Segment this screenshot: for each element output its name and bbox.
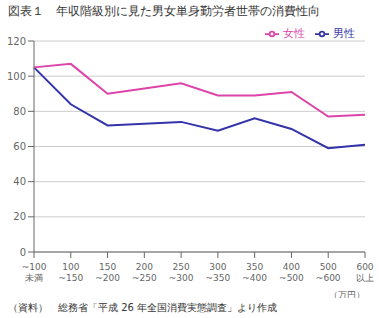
svg-text:（万円）: （万円）	[329, 290, 365, 298]
html-text:男性: 男性	[333, 27, 355, 40]
svg-text:100: 100	[8, 71, 26, 82]
svg-text:600以上: 600以上	[356, 262, 371, 283]
svg-text:80: 80	[13, 106, 26, 117]
svg-text:400~500: 400~500	[279, 262, 304, 283]
svg-text:120: 120	[8, 36, 26, 47]
html-text:図表１ 年収階級別に見た男女単身勤労者世帯の消費性向: 図表１ 年収階級別に見た男女単身勤労者世帯の消費性向	[8, 4, 320, 18]
svg-text:200~250: 200~250	[132, 262, 157, 283]
svg-text:100~150: 100~150	[58, 262, 83, 283]
svg-text:20: 20	[13, 211, 26, 222]
svg-text:300~350: 300~350	[206, 262, 231, 283]
svg-text:0: 0	[20, 247, 26, 258]
svg-text:500~600: 500~600	[316, 262, 341, 283]
html-text:（資料） 総務省「平成 26 年全国消費実態調査」より作成: （資料） 総務省「平成 26 年全国消費実態調査」より作成	[8, 302, 278, 313]
html-text:女性: 女性	[283, 27, 305, 40]
svg-text:250~300: 250~300	[169, 262, 194, 283]
svg-text:350~400: 350~400	[242, 262, 267, 283]
svg-text:~100未満: ~100未満	[22, 262, 47, 283]
svg-text:60: 60	[13, 141, 26, 152]
svg-text:150~200: 150~200	[95, 262, 120, 283]
svg-text:40: 40	[13, 176, 26, 187]
